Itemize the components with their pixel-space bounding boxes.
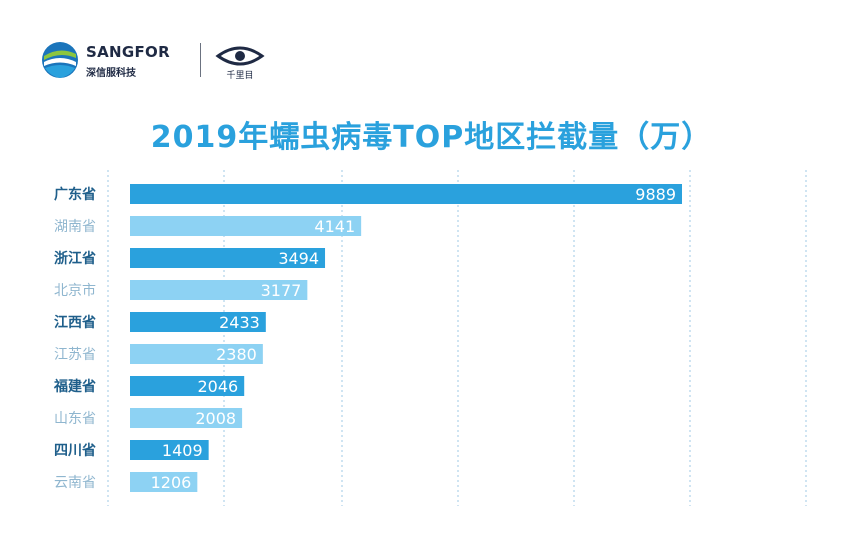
category-label-6: 福建省 (53, 378, 96, 395)
brand-name-cn: 深信服科技 (86, 68, 136, 79)
logo-divider (200, 43, 201, 77)
category-label-2: 浙江省 (54, 250, 96, 267)
bar-5 (130, 344, 263, 364)
bar-8 (130, 440, 209, 460)
bar-2 (130, 248, 326, 268)
value-label-3: 3177 (261, 281, 302, 300)
category-label-5: 江苏省 (54, 347, 96, 363)
brand-name: SANGFOR (86, 43, 170, 61)
bar-1 (130, 216, 362, 236)
bar-4 (130, 312, 266, 332)
chart-title: 2019年蠕虫病毒TOP地区拦截量（万） (150, 120, 713, 155)
value-label-7: 2008 (195, 409, 236, 428)
sangfor-logo-icon (42, 42, 78, 78)
category-label-4: 江西省 (54, 314, 96, 331)
value-label-5: 2380 (216, 345, 257, 364)
bar-7 (130, 408, 243, 428)
value-label-1: 4141 (314, 217, 355, 236)
value-label-2: 3494 (278, 249, 319, 268)
category-label-3: 北京市 (54, 282, 96, 299)
value-label-4: 2433 (219, 313, 260, 332)
category-label-1: 湖南省 (54, 219, 96, 235)
category-label-0: 广东省 (54, 186, 96, 203)
bar-0 (130, 184, 682, 204)
partner-caption: 千里目 (226, 70, 253, 81)
category-label-8: 四川省 (54, 442, 96, 459)
value-label-0: 9889 (635, 185, 676, 204)
value-label-8: 1409 (162, 441, 203, 460)
logo-area: SANGFOR 深信服科技 千里目 (40, 40, 265, 84)
value-label-6: 2046 (197, 377, 238, 396)
value-label-9: 1206 (151, 473, 192, 492)
bar-6 (130, 376, 245, 396)
bar-3 (130, 280, 308, 300)
bar-9 (130, 472, 198, 492)
category-label-9: 云南省 (54, 475, 96, 491)
eye-logo-icon: 千里目 (215, 46, 265, 81)
category-label-7: 山东省 (54, 411, 96, 427)
